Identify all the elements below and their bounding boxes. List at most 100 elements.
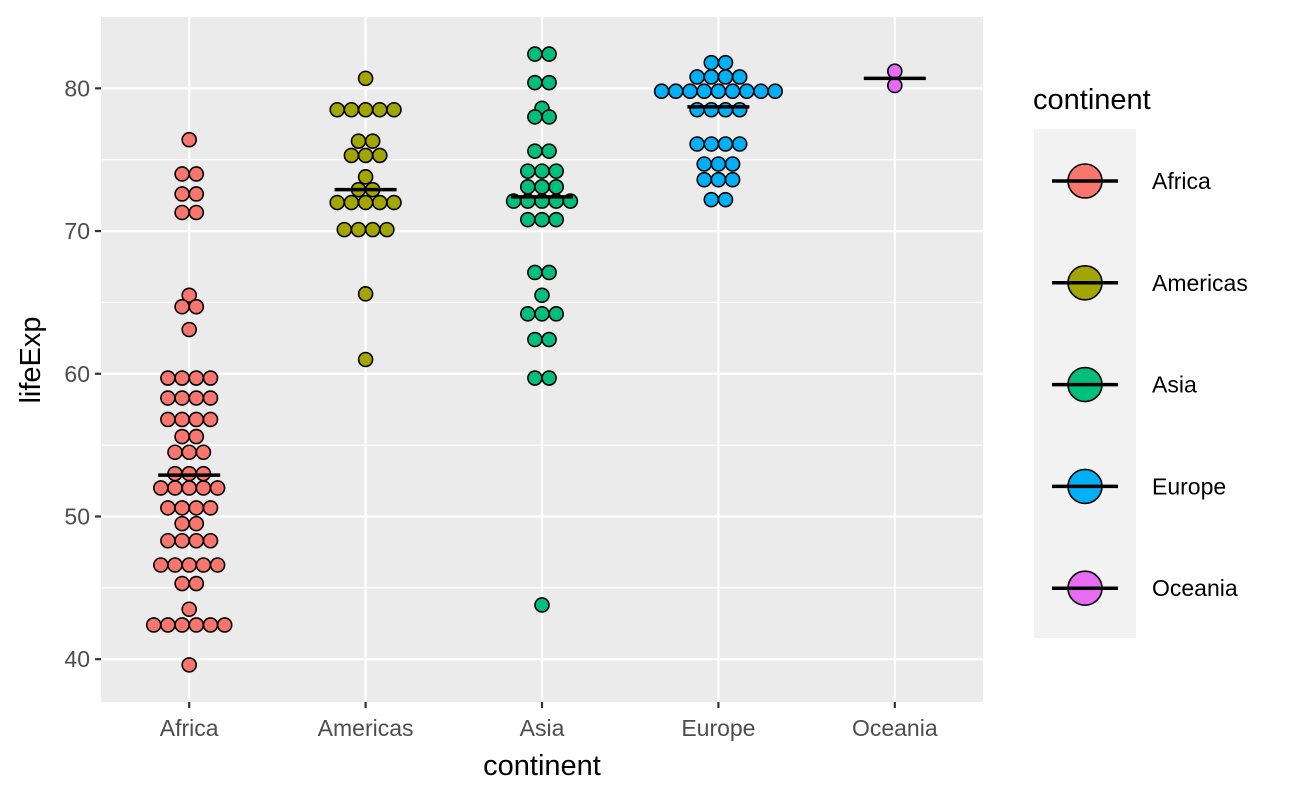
data-point <box>364 133 381 149</box>
legend-label: Asia <box>1152 372 1197 398</box>
data-point <box>336 221 353 238</box>
data-point <box>703 101 720 118</box>
data-point <box>350 221 367 238</box>
data-point <box>195 557 212 573</box>
data-point <box>379 221 395 238</box>
data-point <box>188 298 205 315</box>
data-point <box>703 136 720 152</box>
data-point <box>696 171 713 188</box>
data-point <box>717 69 734 85</box>
data-point <box>160 617 176 633</box>
data-point <box>174 204 190 221</box>
data-point <box>160 532 176 549</box>
median-lines <box>158 76 926 477</box>
data-point <box>541 46 557 62</box>
data-point <box>527 370 543 386</box>
data-point <box>202 370 219 386</box>
data-point <box>188 500 205 516</box>
data-point <box>181 480 197 496</box>
data-point <box>181 601 197 618</box>
data-point <box>710 83 727 100</box>
data-point <box>703 69 720 85</box>
data-point <box>886 77 903 94</box>
x-tick-label: Asia <box>520 715 565 741</box>
y-tick-label: 80 <box>64 75 90 101</box>
data-point <box>731 69 748 85</box>
data-point <box>731 101 748 118</box>
data-point <box>534 597 550 613</box>
data-point <box>527 74 543 91</box>
data-point <box>548 211 565 228</box>
y-axis-ticks: 40 50 60 70 80 <box>64 75 101 672</box>
data-point <box>181 444 197 461</box>
data-point <box>357 70 374 87</box>
data-point <box>174 617 190 633</box>
data-point <box>534 211 550 228</box>
data-point <box>519 306 536 322</box>
data-point <box>738 83 755 100</box>
data-point <box>548 306 565 322</box>
data-point <box>209 480 226 496</box>
data-point <box>548 163 565 179</box>
legend-title: continent <box>1033 84 1151 116</box>
data-point <box>534 306 550 322</box>
data-point <box>541 264 557 281</box>
data-point <box>174 370 190 386</box>
data-point <box>703 54 720 71</box>
data-point <box>188 390 205 406</box>
data-points <box>145 46 903 673</box>
data-point <box>153 480 169 496</box>
data-point <box>329 194 346 211</box>
data-point <box>174 500 190 516</box>
data-point <box>188 575 205 592</box>
data-point <box>167 557 183 573</box>
x-tick-label: Africa <box>160 715 219 741</box>
data-point <box>160 370 176 386</box>
data-point <box>534 163 550 179</box>
data-point <box>174 532 190 549</box>
data-point <box>717 191 734 208</box>
data-point <box>181 287 197 304</box>
data-point <box>202 500 219 516</box>
data-point <box>188 186 205 202</box>
data-point <box>357 169 374 185</box>
data-point <box>195 444 212 461</box>
data-point <box>703 191 720 208</box>
data-point <box>181 657 197 673</box>
data-point <box>181 321 197 338</box>
data-point <box>202 532 219 549</box>
y-tick-label: 40 <box>64 646 90 672</box>
data-point <box>724 83 741 100</box>
data-point <box>181 131 197 148</box>
data-point <box>160 500 176 516</box>
y-tick-label: 50 <box>64 503 90 529</box>
data-point <box>724 171 741 188</box>
data-point <box>527 46 543 62</box>
data-point <box>174 411 190 428</box>
data-point <box>371 147 388 164</box>
data-point <box>174 428 190 445</box>
data-point <box>371 101 388 118</box>
data-point <box>717 101 734 118</box>
data-point <box>153 557 169 573</box>
data-point <box>188 515 205 532</box>
data-point <box>343 101 360 118</box>
data-point <box>343 147 360 164</box>
data-point <box>188 166 205 182</box>
y-axis-title: lifeExp <box>15 316 47 403</box>
data-point <box>696 83 713 100</box>
data-point <box>710 156 727 172</box>
legend-label: Americas <box>1152 270 1248 296</box>
data-point <box>188 370 205 386</box>
data-point <box>174 298 190 315</box>
data-point <box>519 163 536 179</box>
data-point <box>767 83 784 100</box>
data-point <box>357 286 374 302</box>
data-point <box>527 143 543 159</box>
data-point <box>386 101 402 118</box>
data-point <box>527 331 543 348</box>
data-point <box>174 166 190 182</box>
data-point <box>541 143 557 159</box>
data-point <box>527 264 543 281</box>
